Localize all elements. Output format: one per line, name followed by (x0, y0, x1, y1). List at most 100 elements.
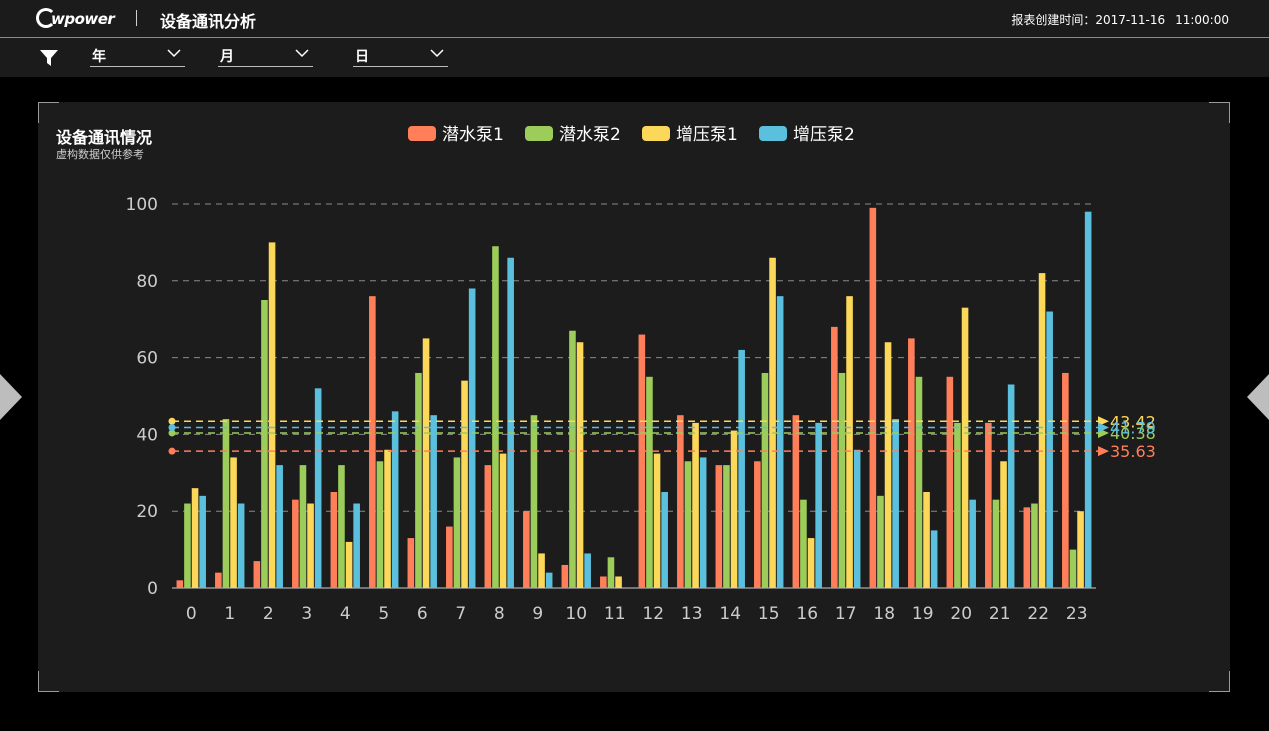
bar-s3-5 (384, 449, 391, 588)
legend-label: 潜水泵1 (442, 125, 504, 145)
bar-s3-11 (615, 576, 622, 588)
legend-swatch (525, 126, 553, 141)
bar-s4-7 (468, 288, 476, 588)
filter-bar: 年 月 日 (0, 38, 1269, 77)
bar-s1-12 (638, 334, 646, 588)
bar-s1-22 (1023, 507, 1031, 588)
bar-s3-13 (692, 422, 699, 588)
x-tick-label: 1 (224, 604, 235, 624)
top-bar: wpower 设备通讯分析 报表创建时间：2017-11-16 11:00:00 (0, 0, 1269, 38)
bar-s2-20 (954, 422, 961, 588)
bar-s3-16 (807, 538, 815, 588)
bar-s3-9 (538, 553, 545, 588)
brand-logo[interactable]: wpower (36, 6, 115, 32)
y-tick-label: 100 (126, 195, 158, 215)
bar-s1-6 (407, 538, 415, 588)
bar-s2-23 (1069, 549, 1077, 588)
x-tick-label: 10 (565, 604, 587, 624)
chart-panel: 设备通讯情况 虚构数据仅供参考 0 20 40 60 80 100 0 1 2 3 4 5 6 7 8 9 10… (38, 102, 1230, 692)
bar-s1-3 (292, 499, 299, 588)
bar-s1-0 (176, 580, 184, 588)
bar-s2-15 (761, 372, 769, 588)
bar-s3-7 (461, 380, 468, 588)
y-tick-label: 20 (136, 502, 158, 522)
legend-swatch (642, 126, 670, 141)
bar-s2-18 (877, 495, 884, 588)
bar-s4-18 (892, 419, 899, 588)
y-tick-label: 40 (136, 425, 158, 445)
next-page-arrow-icon[interactable] (1247, 374, 1269, 420)
x-tick-label: 4 (340, 604, 351, 624)
bar-s1-23 (1062, 372, 1069, 588)
bar-s4-4 (353, 503, 360, 588)
bar-s2-8 (492, 246, 499, 589)
filter-icon[interactable] (39, 48, 59, 68)
bar-s3-15 (769, 257, 776, 588)
bar-s1-20 (946, 376, 954, 588)
logo-divider (136, 10, 137, 26)
bar-s1-16 (792, 415, 800, 588)
bar-s2-3 (299, 465, 307, 588)
bar-s1-2 (253, 561, 261, 588)
report-time-label: 报表创建时间：2017-11-16 (1011, 13, 1166, 27)
bar-s3-0 (191, 488, 199, 588)
x-tick-label: 6 (417, 604, 428, 624)
bar-s3-17 (846, 296, 853, 588)
bar-s2-16 (800, 499, 807, 588)
bar-s2-5 (376, 461, 384, 588)
x-tick-label: 14 (719, 604, 741, 624)
prev-page-arrow-icon[interactable] (0, 374, 22, 420)
bar-s4-6 (430, 415, 437, 588)
bar-s1-8 (484, 465, 492, 588)
x-tick-label: 18 (873, 604, 895, 624)
bar-s3-14 (730, 430, 738, 588)
bar-s4-15 (776, 296, 784, 588)
bar-s4-20 (969, 499, 976, 588)
bar-s1-9 (523, 511, 530, 588)
bar-s3-2 (268, 242, 276, 588)
bar-s1-15 (754, 461, 761, 588)
legend-label: 潜水泵2 (559, 125, 621, 145)
mark-line-label: 40.38 (1110, 424, 1156, 443)
bar-s3-12 (653, 453, 661, 588)
bar-s2-14 (723, 465, 730, 588)
month-select[interactable]: 月 (218, 44, 313, 67)
year-select[interactable]: 年 (90, 44, 185, 67)
month-select-label: 月 (220, 49, 234, 65)
bar-s4-23 (1084, 211, 1092, 588)
bar-s1-19 (908, 338, 915, 588)
bar-s3-19 (923, 492, 930, 588)
bar-s2-22 (1031, 503, 1038, 588)
panel-corner (1209, 102, 1230, 123)
x-tick-label: 13 (681, 604, 703, 624)
bar-s4-16 (815, 422, 822, 588)
bar-s3-10 (576, 342, 584, 588)
logo-text: wpower (51, 10, 115, 28)
bar-s2-0 (184, 503, 191, 588)
bar-s2-13 (684, 461, 692, 588)
x-tick-label: 20 (950, 604, 972, 624)
chart-subtitle: 虚构数据仅供参考 (56, 148, 144, 161)
bar-s3-18 (884, 342, 892, 588)
bar-s1-1 (215, 572, 222, 588)
legend-label: 增压泵2 (793, 125, 855, 145)
mark-line-label: 43.42 (1110, 412, 1156, 431)
mark-line-arrow (1098, 446, 1109, 457)
bar-s3-21 (1000, 461, 1007, 588)
bar-s4-14 (738, 349, 745, 588)
day-select[interactable]: 日 (353, 44, 448, 67)
chart-title: 设备通讯情况 (56, 128, 153, 147)
bar-s3-1 (230, 457, 237, 588)
x-tick-label: 5 (378, 604, 389, 624)
x-tick-label: 22 (1027, 604, 1049, 624)
bar-s3-23 (1077, 511, 1084, 588)
bar-s2-19 (915, 376, 923, 588)
bar-s1-11 (600, 576, 607, 588)
mark-line-arrow (1098, 422, 1109, 433)
bar-s4-21 (1007, 384, 1015, 588)
bar-s1-7 (446, 526, 453, 588)
bar-s1-21 (985, 422, 992, 588)
x-tick-label: 9 (532, 604, 543, 624)
x-tick-label: 7 (455, 604, 466, 624)
x-tick-label: 23 (1066, 604, 1088, 624)
